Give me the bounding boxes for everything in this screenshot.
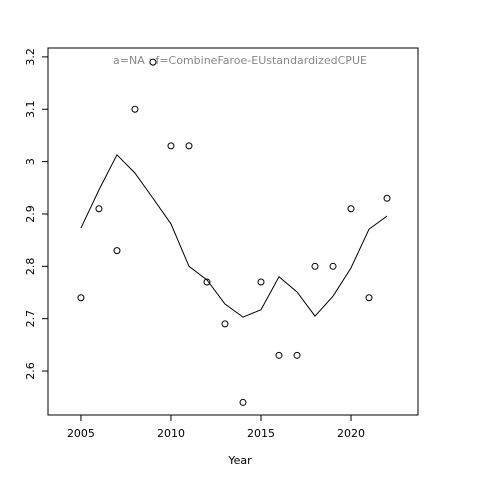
data-point	[329, 262, 337, 270]
data-point	[221, 320, 229, 328]
data-point	[383, 194, 391, 202]
x-tick-label: 2010	[157, 427, 185, 440]
data-point	[149, 58, 157, 66]
data-point	[77, 294, 85, 302]
data-point	[275, 351, 283, 359]
y-tick-label: 2.8	[24, 258, 37, 276]
data-point	[293, 351, 301, 359]
x-tick-label: 2015	[247, 427, 275, 440]
data-point	[113, 247, 121, 255]
x-tick-label: 2020	[337, 427, 365, 440]
x-tick-label: 2005	[67, 427, 95, 440]
data-point	[257, 278, 265, 286]
data-point	[167, 142, 175, 150]
y-tick-label: 3.2	[24, 48, 37, 66]
data-point	[131, 105, 139, 113]
data-point	[185, 142, 193, 150]
y-tick-label: 2.6	[24, 362, 37, 380]
y-tick-label: 3	[24, 158, 37, 165]
data-point	[311, 262, 319, 270]
chart-title: a=NA : f=CombineFaroe-EUstandardizedCPUE	[113, 54, 367, 67]
fit-line	[80, 153, 388, 318]
y-tick-label: 2.7	[24, 310, 37, 328]
data-point	[239, 398, 247, 406]
data-point	[347, 205, 355, 213]
data-point	[365, 294, 373, 302]
data-point	[203, 278, 211, 286]
x-axis-label: Year	[227, 454, 252, 467]
plot-frame	[47, 47, 419, 416]
y-tick-label: 3.1	[24, 101, 37, 119]
data-point	[95, 205, 103, 213]
y-tick-label: 2.9	[24, 205, 37, 223]
